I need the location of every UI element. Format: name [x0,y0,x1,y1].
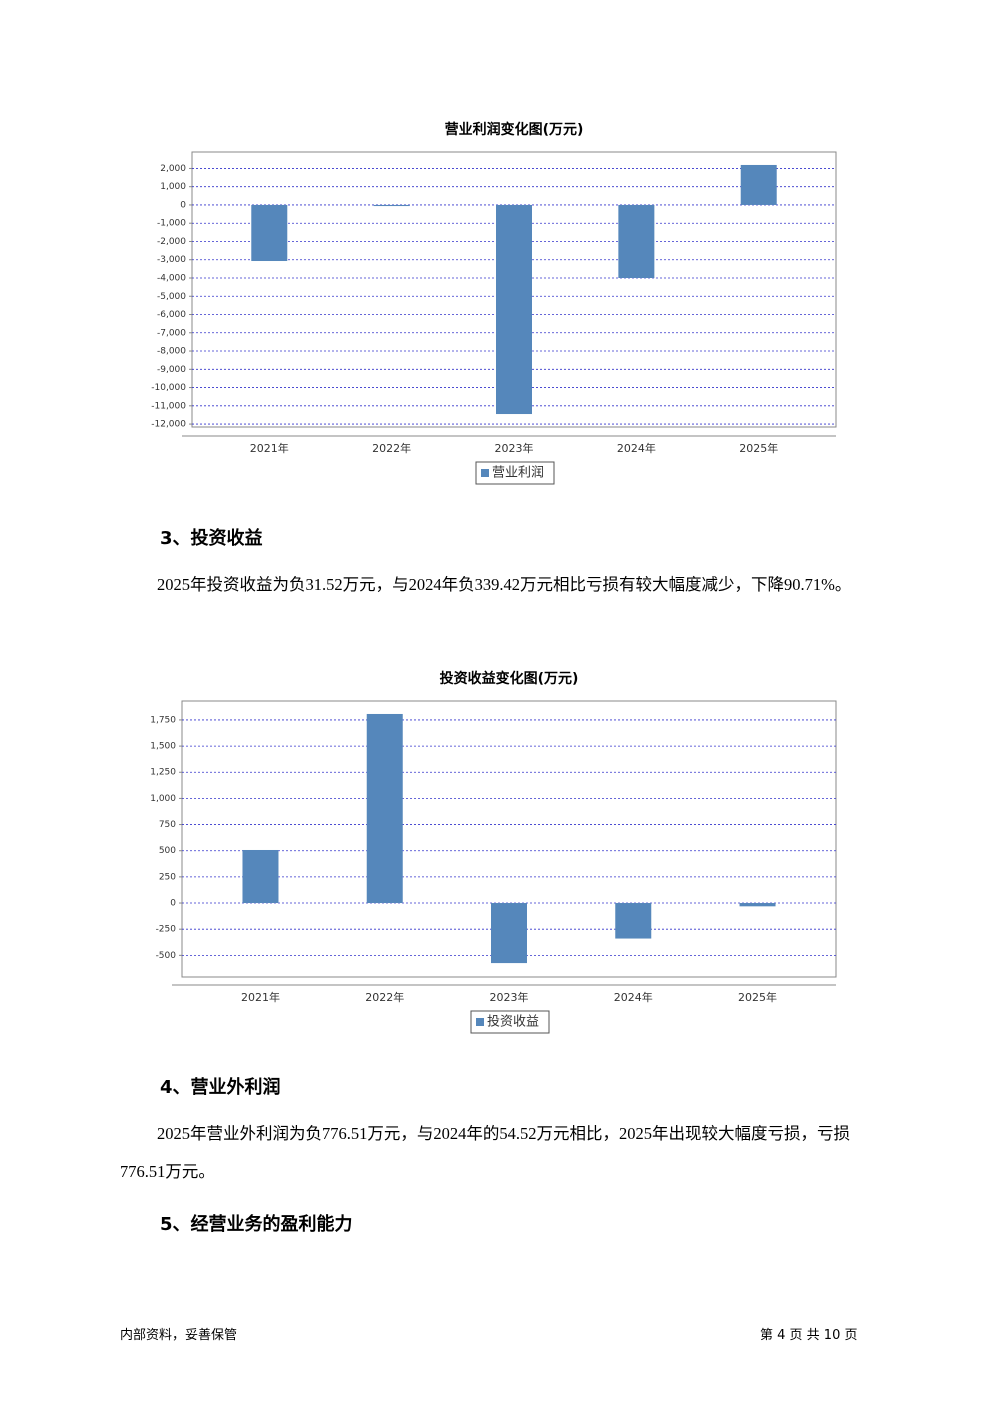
y-tick-label: 0 [170,899,176,909]
bar [496,204,532,415]
bar [251,204,288,262]
chart-title: 投资收益变化图(万元) [440,670,579,687]
y-tick-label: 1,000 [150,794,176,804]
paragraph: 2025年投资收益为负31.52万元，与2024年负339.42万元相比亏损有较… [157,575,852,594]
y-tick-label: -12,000 [151,420,186,430]
x-tick-label: 2021年 [241,990,280,1004]
y-tick-label: -500 [156,951,177,961]
bar [740,164,777,205]
y-tick-label: -9,000 [157,365,186,375]
footer-left: 内部资料，妥善保管 [120,1328,238,1343]
y-tick-label: 1,000 [160,182,186,192]
x-tick-label: 2022年 [365,990,404,1004]
y-tick-label: 1,750 [150,715,176,725]
y-tick-label: -2,000 [157,237,186,247]
plot-area [181,700,837,978]
y-tick-label: -6,000 [157,310,186,320]
bar [366,713,403,904]
x-tick-label: 2023年 [495,441,534,455]
bar [618,204,655,278]
section-heading: 3、投资收益 [160,528,263,549]
y-tick-label: 1,250 [150,768,176,778]
y-tick-label: 500 [159,846,176,856]
y-tick-label: 0 [180,200,186,210]
bar [491,903,527,964]
x-tick-label: 2022年 [372,441,411,455]
y-tick-label: -250 [156,925,177,935]
x-tick-label: 2021年 [250,441,289,455]
bar [739,903,776,907]
section-heading: 4、营业外利润 [160,1077,281,1098]
section-heading: 5、经营业务的盈利能力 [160,1214,353,1235]
y-tick-label: -1,000 [157,219,186,229]
plot-area [191,151,837,428]
chart-title: 营业利润变化图(万元) [445,121,584,138]
y-tick-label: 750 [159,820,176,830]
x-tick-label: 2023年 [490,990,529,1004]
y-tick-label: 250 [159,872,176,882]
y-tick-label: -3,000 [157,255,186,265]
y-tick-label: -4,000 [157,273,186,283]
legend-box [470,1010,550,1034]
legend-label: 投资收益 [487,1014,539,1030]
y-tick-label: -8,000 [157,347,186,357]
y-tick-label: -7,000 [157,328,186,338]
footer-right: 第 4 页 共 10 页 [760,1328,858,1343]
y-tick-label: -11,000 [151,401,186,411]
legend-swatch [476,1018,484,1026]
y-tick-label: -5,000 [157,292,186,302]
legend-swatch [481,469,489,477]
paragraph: 2025年营业外利润为负776.51万元，与2024年的54.52万元相比，20… [120,1124,850,1181]
x-tick-label: 2024年 [614,990,653,1004]
bar [615,903,652,939]
y-tick-label: -10,000 [151,383,186,393]
x-tick-label: 2024年 [617,441,656,455]
x-tick-label: 2025年 [738,990,777,1004]
x-tick-label: 2025年 [739,441,778,455]
bar [373,204,410,207]
y-tick-label: 2,000 [160,164,186,174]
y-tick-label: 1,500 [150,742,176,752]
legend-label: 营业利润 [492,466,544,481]
bar [242,849,279,904]
legend-box [475,461,555,485]
